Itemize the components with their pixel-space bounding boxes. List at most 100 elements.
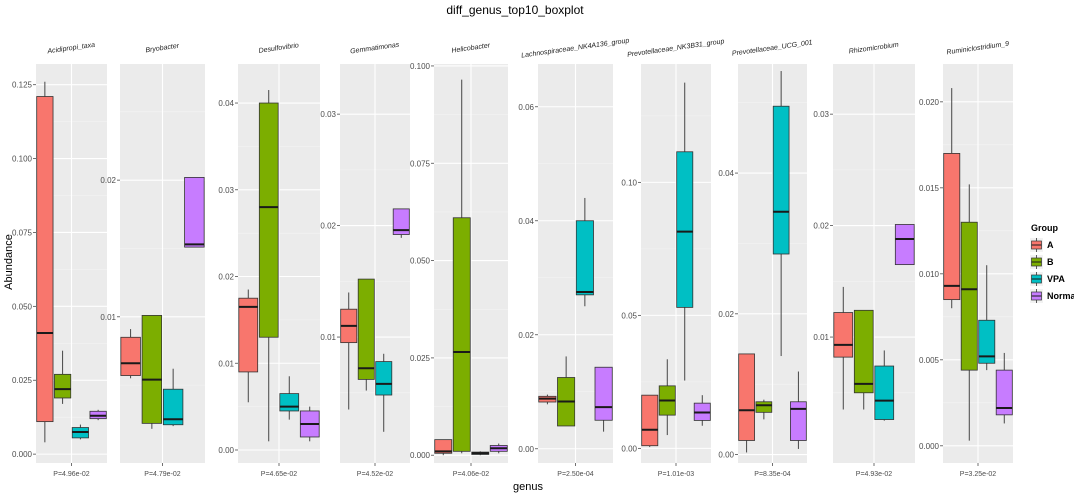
- y-tick-label: 0.03: [320, 110, 336, 119]
- y-tick-label: 0.00: [621, 444, 637, 453]
- box-body: [676, 151, 694, 308]
- y-tick-label: 0.03: [218, 186, 234, 195]
- box-normal: [894, 224, 915, 266]
- y-tick-label: 0.00: [518, 445, 534, 454]
- box-body: [54, 373, 72, 399]
- box-normal: [392, 208, 410, 238]
- x-axis-label: genus: [513, 481, 543, 493]
- box-a: [340, 292, 358, 410]
- strip-label: Helicobacter: [451, 42, 491, 54]
- box-body: [357, 278, 375, 380]
- box-normal: [693, 395, 711, 426]
- box-a: [36, 81, 54, 443]
- box-body: [995, 369, 1013, 416]
- y-tick-label: 0.02: [100, 176, 116, 185]
- box-body: [772, 105, 790, 255]
- strip-label: Ruminiclostridium_9: [946, 41, 1009, 57]
- box-b: [54, 350, 72, 404]
- box-b: [258, 90, 279, 442]
- facet-panel-2: 0.01 0.02 Bryobacter P=4.79e-02: [100, 43, 205, 478]
- box-body: [238, 297, 259, 373]
- box-body: [120, 336, 141, 376]
- box-body: [738, 353, 755, 441]
- box-body: [874, 365, 895, 420]
- y-tick-label: 0.00: [218, 446, 234, 455]
- box-b: [357, 278, 375, 391]
- box-body: [641, 394, 659, 447]
- box-body: [162, 388, 184, 426]
- box-body: [392, 208, 410, 235]
- box-body: [375, 361, 393, 396]
- facet-panel-6: 0.00 0.02 0.04 0.06 Lachnospiraceae_NK4A136_…: [518, 37, 629, 478]
- box-b: [141, 315, 163, 429]
- box-vpa: [772, 71, 790, 357]
- box-b: [658, 359, 676, 436]
- box-body: [833, 312, 854, 358]
- box-normal: [489, 443, 508, 454]
- facet-panel-3: 0.00 0.01 0.02 0.03 0.04 Desulfovibrio P=4.65e…: [218, 42, 320, 478]
- strip-label: Gemmatimonas: [350, 42, 400, 56]
- box-vpa: [676, 82, 694, 381]
- p-value-label: P=8.35e-04: [754, 471, 790, 478]
- y-tick-label: 0.025: [12, 376, 33, 385]
- y-tick-label: 0.050: [410, 257, 431, 266]
- y-tick-label: 0.01: [218, 359, 234, 368]
- strip-label: Bryobacter: [145, 43, 180, 55]
- p-value-label: P=4.06e-02: [453, 471, 489, 478]
- p-value-label: P=4.79e-02: [144, 471, 180, 478]
- y-tick-label: 0.000: [12, 450, 33, 459]
- p-value-label: P=4.52e-02: [357, 471, 393, 478]
- box-body: [452, 217, 471, 452]
- facet-panel-8: 0.00 0.02 0.04 Prevotellaceae_UCG_001 P=8.35…: [718, 39, 813, 478]
- legend-item-b: B: [1030, 255, 1054, 269]
- strip-label: Desulfovibrio: [258, 42, 299, 55]
- y-tick-label: 0.02: [218, 273, 234, 282]
- p-value-label: P=4.96e-02: [53, 471, 89, 478]
- legend-label: A: [1047, 240, 1054, 250]
- strip-label: Rhizomicrobium: [848, 42, 899, 56]
- strip-label: Prevotellaceae_NK3B31_group: [627, 38, 725, 59]
- box-normal: [594, 366, 613, 432]
- y-tick-label: 0.010: [919, 270, 940, 279]
- y-tick-label: 0.005: [919, 356, 940, 365]
- box-body: [594, 366, 613, 421]
- box-body: [36, 96, 54, 423]
- box-b: [557, 356, 576, 427]
- y-tick-label: 0.015: [919, 184, 940, 193]
- box-b: [960, 184, 978, 441]
- facet-panel-4: 0.01 0.02 0.03 Gemmatimonas P=4.52e-02: [320, 42, 410, 478]
- facet-panel-1: 0.000 0.025 0.050 0.075 0.100 0.125 Acidipropi…: [12, 42, 107, 478]
- box-vpa: [471, 451, 490, 456]
- y-tick-label: 0.05: [621, 311, 637, 320]
- box-body: [434, 439, 453, 454]
- box-a: [120, 329, 141, 379]
- facet-panel-10: 0.000 0.005 0.010 0.015 0.020 Ruminiclostridi…: [919, 41, 1013, 478]
- box-a: [738, 353, 755, 453]
- y-tick-label: 0.125: [12, 81, 33, 90]
- box-b: [452, 79, 471, 454]
- p-value-label: P=1.01e-03: [658, 471, 694, 478]
- p-value-label: P=2.50e-04: [557, 471, 593, 478]
- box-vpa: [71, 424, 89, 440]
- box-vpa: [162, 368, 184, 427]
- y-tick-label: 0.00: [718, 451, 734, 460]
- box-body: [943, 153, 961, 301]
- y-tick-label: 0.02: [718, 310, 734, 319]
- box-body: [978, 319, 996, 364]
- y-tick-label: 0.02: [518, 331, 534, 340]
- box-vpa: [575, 197, 594, 307]
- box-body: [894, 224, 915, 266]
- y-tick-label: 0.075: [410, 159, 431, 168]
- box-normal: [790, 371, 807, 449]
- box-b: [853, 309, 874, 410]
- box-body: [141, 315, 163, 424]
- p-value-label: P=4.65e-02: [261, 471, 297, 478]
- strip-label: Prevotellaceae_UCG_001: [732, 39, 814, 57]
- y-tick-label: 0.06: [518, 103, 534, 112]
- box-vpa: [375, 353, 393, 432]
- y-tick-label: 0.020: [919, 98, 940, 107]
- legend-label: B: [1047, 257, 1054, 267]
- y-tick-label: 0.01: [320, 333, 336, 342]
- box-a: [538, 394, 557, 405]
